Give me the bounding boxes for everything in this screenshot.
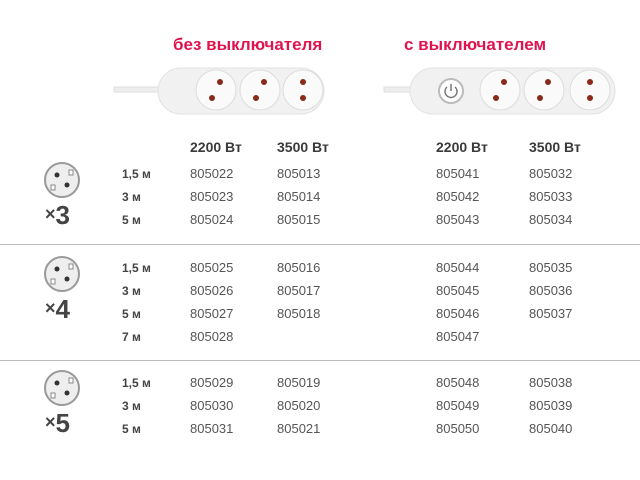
article-code: 805040 bbox=[529, 421, 573, 436]
article-code: 805039 bbox=[529, 398, 573, 413]
article-code: 805050 bbox=[436, 421, 480, 436]
col-header: 2200 Вт bbox=[190, 139, 242, 155]
article-code: 805043 bbox=[436, 212, 480, 227]
article-code: 805014 bbox=[277, 189, 321, 204]
article-code: 805037 bbox=[529, 306, 573, 321]
article-code: 805035 bbox=[529, 260, 573, 275]
socket-icon bbox=[44, 370, 80, 406]
article-code: 805036 bbox=[529, 283, 573, 298]
article-code: 805032 bbox=[529, 166, 573, 181]
article-code: 805019 bbox=[277, 375, 321, 390]
cable-length: 1,5 м bbox=[122, 261, 151, 275]
article-code: 805038 bbox=[529, 375, 573, 390]
article-code: 805027 bbox=[190, 306, 234, 321]
socket-icon bbox=[44, 256, 80, 292]
cable-length: 7 м bbox=[122, 330, 141, 344]
article-code: 805049 bbox=[436, 398, 480, 413]
article-code: 805042 bbox=[436, 189, 480, 204]
cable-length: 3 м bbox=[122, 190, 141, 204]
article-code: 805028 bbox=[190, 329, 234, 344]
cable-length: 5 м bbox=[122, 307, 141, 321]
col-header: 2200 Вт bbox=[436, 139, 488, 155]
article-code: 805016 bbox=[277, 260, 321, 275]
article-code: 805015 bbox=[277, 212, 321, 227]
article-code: 805033 bbox=[529, 189, 573, 204]
power-strip-with-switch-image bbox=[383, 67, 616, 115]
divider bbox=[0, 244, 640, 245]
article-code: 805047 bbox=[436, 329, 480, 344]
article-code: 805041 bbox=[436, 166, 480, 181]
article-code: 805017 bbox=[277, 283, 321, 298]
cable-length: 5 м bbox=[122, 422, 141, 436]
socket-count: ×3 bbox=[45, 200, 70, 230]
col-header: 3500 Вт bbox=[277, 139, 329, 155]
article-code: 805046 bbox=[436, 306, 480, 321]
cable-length: 1,5 м bbox=[122, 167, 151, 181]
article-code: 805048 bbox=[436, 375, 480, 390]
col-header: 3500 Вт bbox=[529, 139, 581, 155]
article-code: 805030 bbox=[190, 398, 234, 413]
article-code: 805020 bbox=[277, 398, 321, 413]
article-code: 805013 bbox=[277, 166, 321, 181]
article-code: 805023 bbox=[190, 189, 234, 204]
title-with-switch: с выключателем bbox=[404, 35, 547, 54]
article-code: 805018 bbox=[277, 306, 321, 321]
article-code: 805021 bbox=[277, 421, 321, 436]
title-no-switch: без выключателя bbox=[173, 35, 323, 54]
article-code: 805026 bbox=[190, 283, 234, 298]
article-code: 805031 bbox=[190, 421, 234, 436]
socket-count: ×5 bbox=[45, 408, 70, 438]
article-code: 805025 bbox=[190, 260, 234, 275]
cable-length: 5 м bbox=[122, 213, 141, 227]
article-code: 805024 bbox=[190, 212, 234, 227]
cable-length: 3 м bbox=[122, 284, 141, 298]
cable-length: 3 м bbox=[122, 399, 141, 413]
article-code: 805022 bbox=[190, 166, 234, 181]
article-code: 805044 bbox=[436, 260, 480, 275]
divider bbox=[0, 360, 640, 361]
power-strip-no-switch-image bbox=[113, 67, 325, 115]
article-code: 805034 bbox=[529, 212, 573, 227]
article-code: 805029 bbox=[190, 375, 234, 390]
article-code: 805045 bbox=[436, 283, 480, 298]
socket-count: ×4 bbox=[45, 294, 70, 324]
cable-length: 1,5 м bbox=[122, 376, 151, 390]
socket-icon bbox=[44, 162, 80, 198]
